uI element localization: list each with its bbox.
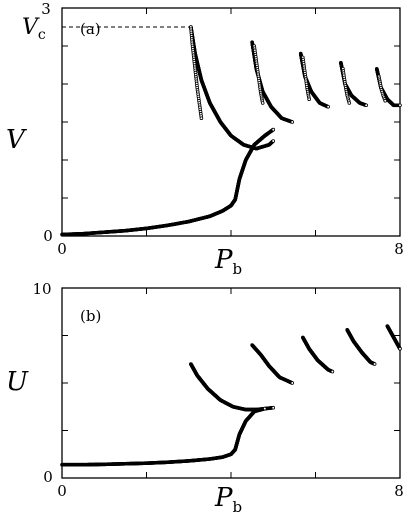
panel-b-xlabel: Pb bbox=[214, 483, 242, 516]
panel-b-data-point bbox=[290, 381, 295, 385]
panel-a-data-point bbox=[271, 127, 276, 132]
panel-b-data-point bbox=[372, 362, 377, 366]
panel-b-label: (b) bbox=[80, 307, 101, 325]
panel-b: (b) 10 0 0 8 U Pb bbox=[6, 280, 404, 516]
panel-a-data-point bbox=[307, 97, 311, 101]
panel-a-label: (a) bbox=[80, 20, 101, 38]
panel-a-data bbox=[60, 25, 402, 237]
panel-a-data-point bbox=[199, 116, 204, 120]
panel-a-y-tick-bottom: 0 bbox=[43, 227, 53, 245]
panel-a-x-tick-left: 0 bbox=[57, 240, 67, 258]
panel-b-x-tick-right: 8 bbox=[394, 482, 404, 500]
panel-b-ylabel: U bbox=[6, 367, 29, 397]
panel-a-data-point bbox=[398, 103, 402, 108]
panel-a: Vc (a) 3 0 0 8 V Pb bbox=[6, 0, 404, 278]
vc-label: Vc bbox=[22, 15, 46, 43]
panel-b-data bbox=[60, 324, 402, 467]
panel-a-frame bbox=[61, 7, 401, 237]
panel-b-data-point bbox=[330, 369, 335, 374]
panel-a-data-point bbox=[326, 105, 330, 109]
panel-b-ticks bbox=[62, 288, 400, 478]
panel-a-y-tick-top: 3 bbox=[41, 0, 51, 18]
panel-a-xlabel: Pb bbox=[214, 245, 242, 278]
panel-a-ylabel: V bbox=[6, 125, 27, 155]
panel-a-data-point bbox=[290, 120, 295, 124]
panel-b-data-point bbox=[398, 346, 402, 351]
panel-b-x-tick-left: 0 bbox=[57, 482, 67, 500]
panel-a-ticks bbox=[62, 8, 400, 236]
panel-b-y-tick-top: 10 bbox=[32, 280, 51, 298]
panel-a-data-point bbox=[260, 101, 265, 105]
panel-a-vc-annotation: Vc bbox=[22, 15, 191, 43]
panel-a-data-point bbox=[271, 139, 276, 143]
panel-a-data-point bbox=[383, 98, 388, 103]
panel-b-data-point bbox=[262, 406, 267, 411]
panel-a-data-point bbox=[347, 101, 352, 105]
panel-b-data-point bbox=[271, 405, 276, 410]
panel-a-data-point bbox=[364, 103, 369, 108]
panel-a-x-tick-right: 8 bbox=[394, 240, 404, 258]
panel-b-y-tick-bottom: 0 bbox=[43, 468, 53, 486]
panel-b-frame bbox=[61, 287, 401, 479]
